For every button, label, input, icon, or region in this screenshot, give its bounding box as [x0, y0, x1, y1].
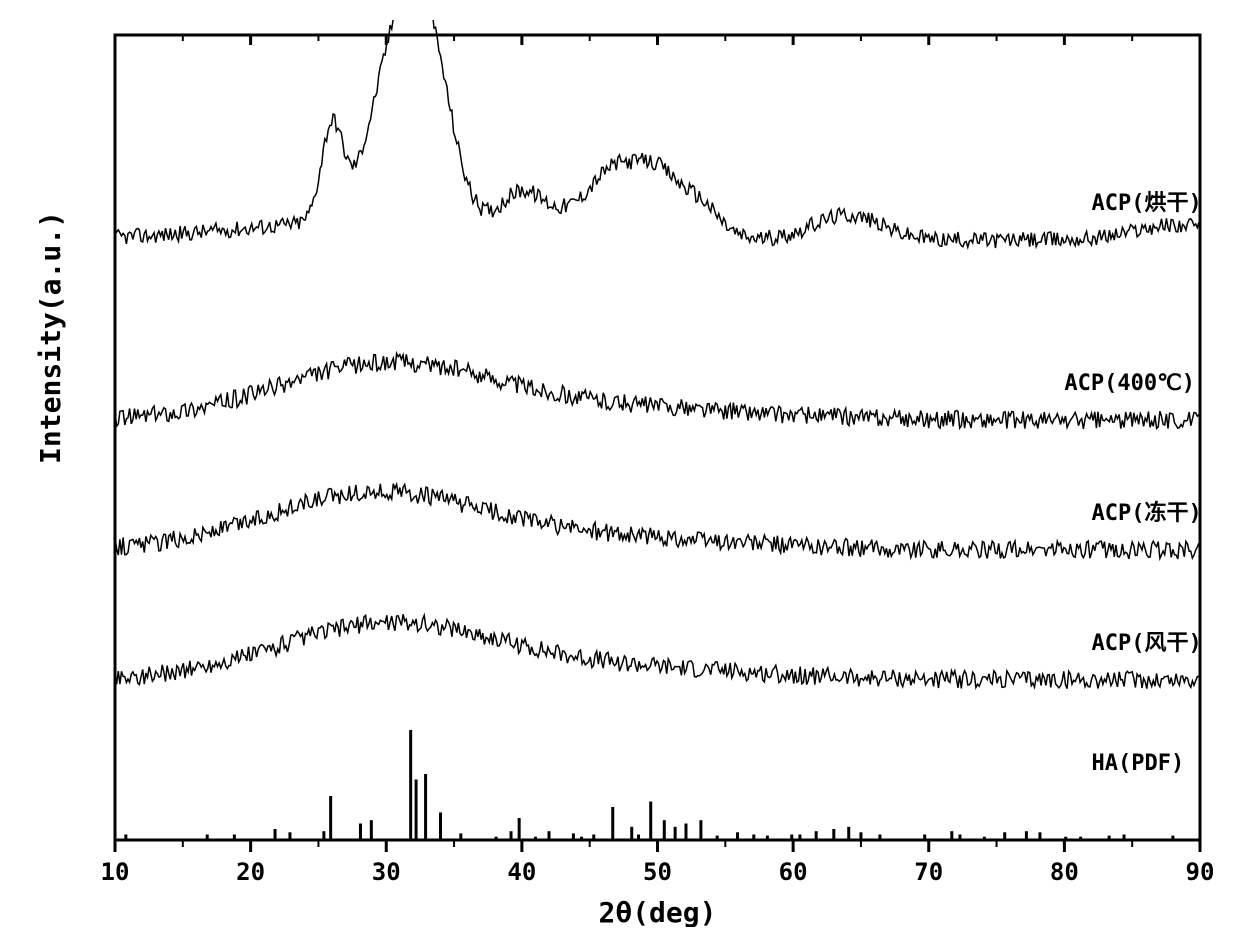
label-ha_pdf: HA(PDF) [1092, 751, 1185, 776]
label-acp_mid2: ACP(冻干) [1092, 500, 1202, 526]
x-tick-label: 50 [643, 858, 672, 886]
label-acp_400c: ACP(400℃) [1064, 371, 1195, 396]
x-tick-label: 20 [236, 858, 265, 886]
trace-acp_top [115, 20, 1199, 248]
chart-svg: 10 20 30 40 50 60 70 80 90 2θ(deg) Intensity(a.u.)… [20, 20, 1219, 927]
label-acp_bottom: ACP(风干) [1092, 631, 1202, 656]
trace-acp_bottom [115, 614, 1199, 688]
x-tick-label: 70 [914, 858, 943, 886]
x-tick-label: 60 [779, 858, 808, 886]
trace-acp_400c [115, 353, 1199, 429]
x-axis-label: 2θ(deg) [598, 896, 716, 927]
x-tick-label: 10 [101, 858, 130, 886]
x-tick-label: 90 [1186, 858, 1215, 886]
label-acp_top: ACP(烘干) [1092, 191, 1202, 216]
x-tick-label: 80 [1050, 858, 1079, 886]
plot-frame [115, 35, 1200, 840]
xrd-chart: 10 20 30 40 50 60 70 80 90 2θ(deg) Intensity(a.u.)… [20, 20, 1219, 927]
trace-acp_mid2 [115, 484, 1199, 559]
x-tick-label: 40 [507, 858, 536, 886]
y-axis-label: Intensity(a.u.) [34, 211, 67, 464]
x-tick-label: 30 [372, 858, 401, 886]
